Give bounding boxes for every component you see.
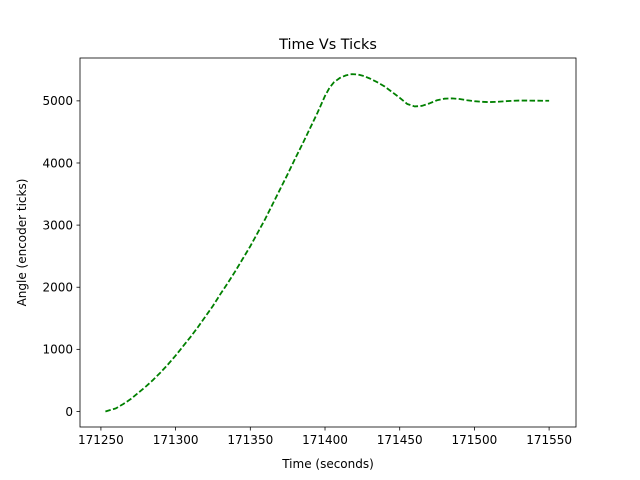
- plot-area: [80, 58, 576, 427]
- series-layer: [105, 73, 550, 413]
- x-tick-label: 171300: [153, 433, 199, 447]
- y-tick-label: 3000: [42, 218, 73, 232]
- y-tick-label: 4000: [42, 156, 73, 170]
- x-tick-label: 171450: [377, 433, 423, 447]
- y-tick-label: 1000: [42, 343, 73, 357]
- y-axis-label: Angle (encoder ticks): [15, 179, 29, 307]
- x-axis-ticks: 171250 171300 171350 171400 171450 171500 1715…: [78, 427, 572, 447]
- y-tick-label: 0: [65, 405, 73, 419]
- chart-title: Time Vs Ticks: [278, 37, 377, 53]
- y-axis-ticks: 0 1000 2000 3000 4000 5000: [42, 94, 80, 419]
- series-line-0: [105, 73, 550, 413]
- x-tick-label: 171250: [78, 433, 124, 447]
- x-tick-label: 171550: [526, 433, 572, 447]
- x-tick-label: 171350: [227, 433, 273, 447]
- plot-frame: [79, 57, 577, 428]
- y-tick-label: 2000: [42, 281, 73, 295]
- x-tick-label: 171400: [302, 433, 348, 447]
- x-axis-label: Time (seconds): [281, 457, 374, 471]
- x-tick-label: 171500: [452, 433, 498, 447]
- y-tick-label: 5000: [42, 94, 73, 108]
